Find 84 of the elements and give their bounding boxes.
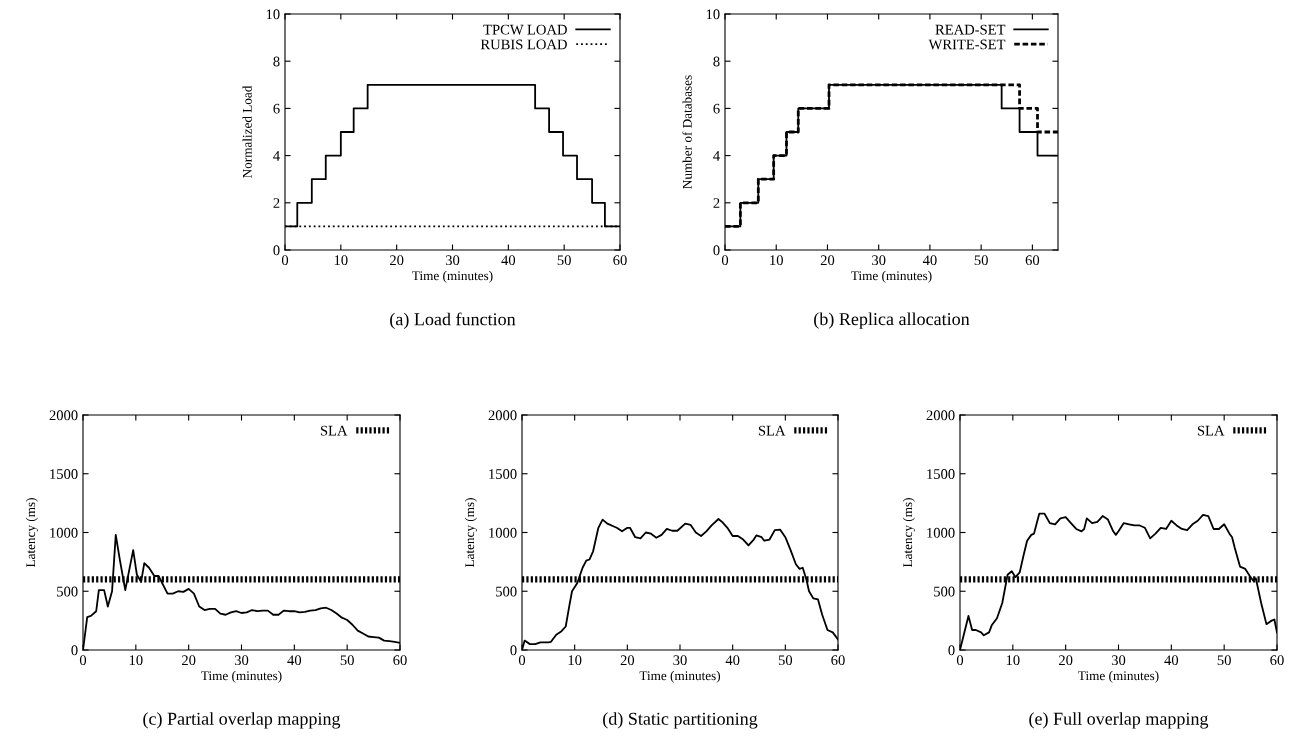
x-tick-label: 0: [721, 255, 729, 266]
x-tick-label: 30: [445, 255, 460, 266]
legend-label: TPCW LOAD: [483, 24, 567, 35]
x-tick-label: 30: [872, 255, 886, 266]
y-tick-label: 1500: [927, 469, 955, 479]
x-tick-label: 0: [518, 655, 526, 666]
y-tick-label: 2: [273, 198, 280, 208]
y-tick-label: 6: [273, 103, 280, 114]
y-axis-title: Latency (ms): [902, 498, 915, 568]
x-tick-label: 60: [1270, 655, 1284, 666]
text: (d) Static partitioning: [603, 712, 758, 729]
legend-label: READ-SET: [935, 24, 1006, 35]
y-tick-label: 0: [713, 245, 720, 256]
x-tick-label: 40: [501, 255, 516, 266]
x-axis-title: Time (minutes): [851, 270, 932, 283]
y-tick-label: 1000: [927, 527, 955, 538]
y-tick-label: 2000: [49, 410, 78, 421]
x-tick-label: 20: [182, 655, 196, 666]
x-tick-label: 10: [770, 255, 783, 266]
legend-label: WRITE-SET: [928, 39, 1006, 50]
y-tick-label: 2: [713, 198, 720, 208]
y-tick-label: 10: [706, 9, 720, 20]
legend-label: RUBIS LOAD: [480, 39, 567, 50]
y-tick-label: 4: [273, 151, 280, 161]
x-axis-title: Time (minutes): [639, 670, 721, 683]
x-tick-label: 40: [725, 655, 740, 666]
x-axis-title: Time (minutes): [1078, 670, 1159, 683]
y-axis-title: Latency (ms): [25, 498, 38, 568]
x-axis-title: Time (minutes): [412, 270, 493, 283]
y-tick-label: 0: [510, 645, 517, 656]
x-tick-label: 30: [1111, 655, 1126, 666]
x-tick-label: 40: [287, 655, 302, 666]
y-tick-label: 500: [934, 586, 955, 597]
y-axis-title: Number of Databases: [682, 75, 692, 189]
y-tick-label: 1500: [50, 469, 78, 479]
legend-label: SLA: [758, 425, 786, 436]
x-tick-label: 10: [129, 655, 143, 666]
y-tick-label: 6: [713, 103, 720, 114]
x-tick-label: 60: [831, 655, 845, 666]
x-tick-label: 40: [1164, 655, 1179, 666]
x-tick-label: 60: [613, 255, 627, 266]
x-tick-label: 20: [390, 255, 404, 266]
y-tick-label: 8: [713, 56, 720, 67]
y-tick-label: 500: [57, 586, 78, 597]
x-tick-label: 0: [281, 255, 289, 266]
y-tick-label: 500: [496, 586, 517, 597]
y-tick-label: 8: [273, 56, 280, 67]
y-tick-label: 1000: [50, 527, 78, 538]
x-tick-label: 10: [334, 255, 348, 266]
y-tick-label: 4: [713, 151, 720, 161]
y-tick-label: 10: [266, 9, 280, 20]
text: (e) Full overlap mapping: [1029, 712, 1209, 729]
y-axis-title: Normalized Load: [242, 85, 252, 178]
x-tick-label: 50: [340, 655, 354, 666]
y-tick-label: 0: [71, 645, 78, 656]
y-tick-label: 1500: [489, 469, 517, 479]
x-tick-label: 30: [673, 655, 687, 666]
x-tick-label: 40: [922, 255, 937, 266]
x-tick-label: 20: [620, 655, 635, 666]
x-tick-label: 50: [778, 655, 793, 666]
x-tick-label: 60: [1025, 255, 1040, 266]
y-axis-title: Latency (ms): [464, 498, 477, 568]
text: (c) Partial overlap mapping: [143, 712, 341, 729]
x-tick-label: 50: [1217, 655, 1231, 666]
x-tick-label: 50: [557, 255, 571, 266]
y-tick-label: 2000: [488, 410, 517, 421]
y-tick-label: 0: [948, 645, 955, 656]
x-tick-label: 10: [568, 655, 582, 666]
x-tick-label: 10: [1006, 655, 1020, 666]
y-tick-label: 0: [273, 245, 280, 256]
y-tick-label: 2000: [926, 410, 955, 421]
x-tick-label: 0: [79, 655, 87, 666]
x-axis-title: Time (minutes): [201, 670, 282, 683]
x-tick-label: 50: [974, 255, 988, 266]
x-tick-label: 0: [956, 655, 964, 666]
x-tick-label: 60: [393, 655, 407, 666]
x-tick-label: 30: [234, 655, 249, 666]
text: (b) Replica allocation: [814, 312, 970, 329]
legend-label: SLA: [320, 425, 348, 436]
text: (a) Load function: [390, 312, 516, 330]
y-tick-label: 1000: [489, 527, 517, 538]
legend-label: SLA: [1197, 425, 1225, 436]
x-tick-label: 20: [1059, 655, 1073, 666]
x-tick-label: 20: [820, 255, 835, 266]
